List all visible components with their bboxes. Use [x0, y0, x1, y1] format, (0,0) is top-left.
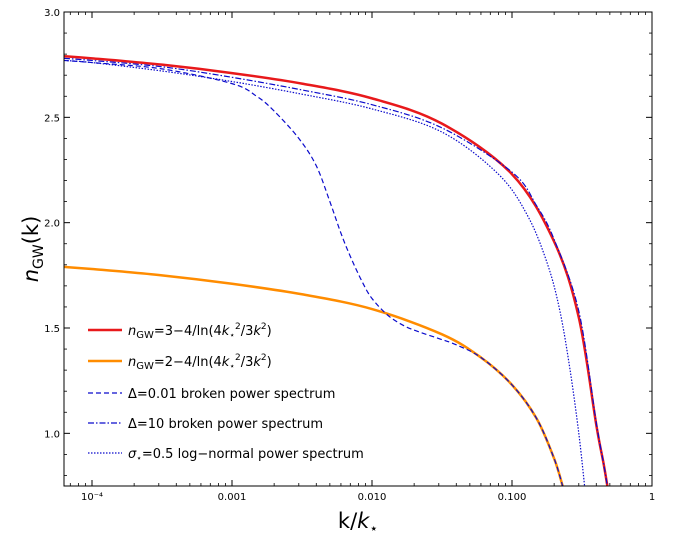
legend-label-s2: nGW=2−4/ln(4k⋆2/3k2): [128, 353, 272, 372]
x-tick-label-1: 0.001: [218, 492, 247, 503]
x-tick-label-4: 1: [649, 492, 655, 503]
x-tick-label-3: 0.100: [498, 492, 527, 503]
x-axis-label: k/k⋆: [338, 509, 378, 537]
y-axis-label: nGW(k): [19, 216, 47, 283]
legend-label-s1: nGW=3−4/ln(4k⋆2/3k2): [128, 322, 272, 341]
plot-frame: [63, 11, 653, 487]
series-line-s3: [63, 59, 564, 487]
x-tick-label-2: 0.010: [358, 492, 387, 503]
y-tick-label-3: 2.5: [44, 113, 60, 124]
series-lines: [63, 54, 609, 487]
series-line-s1: [63, 54, 609, 487]
series-line-s4: [63, 57, 608, 487]
legend-label-s4: Δ=10 broken power spectrum: [128, 417, 323, 432]
legend-label-s5: σ⋆=0.5 log−normal power spectrum: [128, 447, 364, 464]
x-tick-label-0: 10⁻⁴: [81, 492, 103, 503]
series-line-s5: [63, 59, 586, 487]
y-tick-label-4: 3.0: [44, 8, 60, 19]
y-tick-label-0: 1.0: [44, 429, 60, 440]
legend-label-s3: Δ=0.01 broken power spectrum: [128, 387, 335, 402]
legend: nGW=3−4/ln(4k⋆2/3k2) nGW=2−4/ln(4k⋆2/3k2…: [88, 322, 364, 464]
y-tick-label-1: 1.5: [44, 324, 60, 335]
y-tick-label-2: 2.0: [44, 219, 60, 230]
